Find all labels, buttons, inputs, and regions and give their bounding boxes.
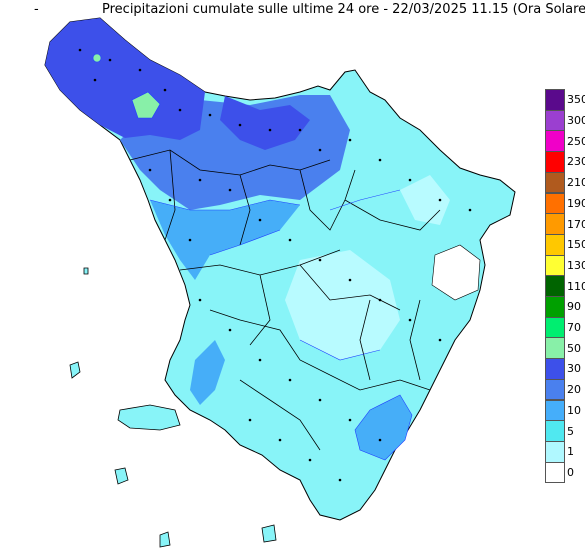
rain-band-30-northwest	[45, 18, 205, 140]
legend-swatch-350	[545, 89, 565, 111]
legend-label-110: 110	[567, 279, 585, 293]
rainfall-map	[44, 17, 516, 548]
legend-swatch-110	[545, 275, 565, 297]
legend-swatch-230	[545, 151, 565, 173]
legend-label-170: 170	[567, 217, 585, 231]
legend-label-210: 210	[567, 176, 585, 190]
rain-band-50-spot-small	[92, 53, 102, 63]
legend-label-10: 10	[567, 403, 581, 417]
legend-label-5: 5	[567, 424, 574, 438]
legend-swatch-150	[545, 233, 565, 256]
legend-label-230: 230	[567, 155, 585, 169]
legend-label-190: 190	[567, 196, 585, 210]
rain-band-30-garfagnana	[220, 96, 310, 150]
legend-label-50: 50	[567, 341, 581, 355]
legend-label-70: 70	[567, 321, 581, 335]
legend-label-1: 1	[567, 445, 574, 459]
legend-label-0: 0	[567, 465, 574, 479]
legend-swatch-0	[545, 461, 565, 484]
rain-gauge-stations	[78, 48, 472, 482]
legend-swatch-5	[545, 420, 565, 442]
rain-band-10-north	[150, 200, 300, 280]
legend-swatch-130	[545, 254, 565, 277]
legend-swatch-250	[545, 130, 565, 153]
legend-label-130: 130	[567, 258, 585, 272]
legend-label-250: 250	[567, 134, 585, 148]
legend-label-20: 20	[567, 383, 581, 397]
legend-swatch-90	[545, 296, 565, 318]
rain-band-10-coast	[190, 340, 225, 405]
legend-label-350: 350	[567, 93, 585, 107]
legend-swatch-50	[545, 337, 565, 360]
legend-label-30: 30	[567, 362, 581, 376]
islands	[69, 267, 277, 548]
title-marker: -	[34, 2, 39, 17]
legend-label-300: 300	[567, 114, 585, 128]
legend-swatch-30	[545, 358, 565, 380]
admin-boundaries	[129, 149, 441, 451]
legend-swatch-170	[545, 213, 565, 235]
map-title: - Precipitazioni cumulate sulle ultime 2…	[0, 2, 585, 18]
legend-swatch-70	[545, 316, 565, 339]
legend-label-90: 90	[567, 300, 581, 314]
rain-band-10-south	[354, 394, 413, 461]
legend-swatch-10	[545, 399, 565, 422]
rain-none-east	[431, 244, 481, 301]
legend: 350 300 250 230 210 190 170 150 130 110 90 70 50 30 20…	[545, 89, 585, 484]
legend-swatch-300	[545, 109, 565, 132]
legend-swatch-1	[545, 440, 565, 463]
legend-swatch-20	[545, 378, 565, 401]
legend-swatch-210	[545, 171, 565, 194]
legend-label-150: 150	[567, 238, 585, 252]
rain-band-1-center	[285, 250, 400, 360]
isolines	[149, 189, 401, 361]
rain-band-50-spot	[131, 91, 161, 119]
legend-swatch-190	[545, 192, 565, 215]
title-text: Precipitazioni cumulate sulle ultime 24 …	[102, 2, 585, 17]
